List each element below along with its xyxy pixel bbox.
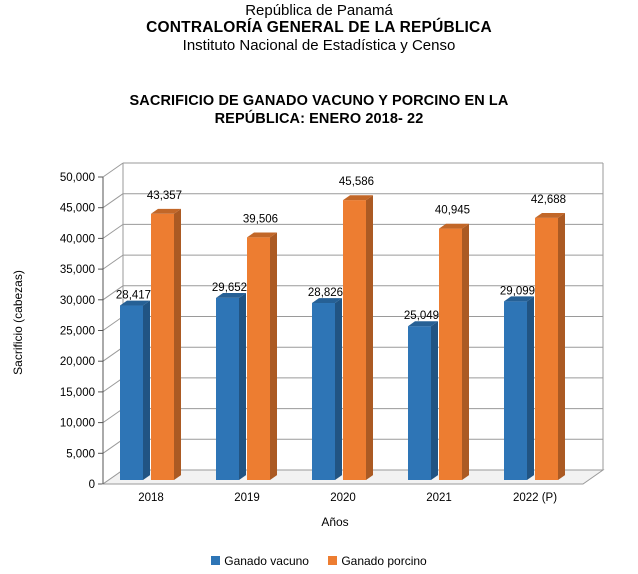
data-label-vacuno: 29,099	[500, 285, 535, 297]
legend-item-vacuno: Ganado vacuno	[211, 553, 309, 568]
bar-top	[343, 195, 373, 201]
bar-top	[439, 223, 469, 229]
bar-front	[247, 237, 270, 480]
bar-side	[143, 300, 150, 480]
bar-top	[120, 300, 150, 306]
data-label-porcino: 43,357	[147, 190, 182, 202]
bar-front	[439, 228, 462, 480]
y-tick-label: 25,000	[60, 326, 95, 338]
y-tick-label: 10,000	[60, 418, 95, 430]
bar-top	[151, 208, 181, 214]
gridline-side	[102, 408, 124, 424]
data-label-vacuno: 25,049	[404, 310, 439, 322]
y-tick-label: 40,000	[60, 233, 95, 245]
bar-front	[408, 326, 431, 480]
y-tick-label: 50,000	[60, 172, 95, 184]
chart-title-line2: REPÚBLICA: ENERO 2018- 22	[214, 111, 424, 127]
bar-porcino-2018	[151, 208, 181, 481]
bar-side	[366, 195, 373, 480]
gridline-side	[102, 316, 124, 331]
bar-top	[408, 321, 438, 327]
bar-side	[431, 321, 438, 480]
x-tick-label: 2018	[138, 492, 164, 504]
x-axis-title: Años	[321, 515, 348, 529]
bar-vacuno-2022	[504, 296, 534, 480]
gridline-side	[102, 193, 124, 209]
bar-front	[535, 217, 558, 480]
y-tick-label: 20,000	[60, 356, 95, 368]
data-label-porcino: 45,586	[339, 176, 374, 188]
x-tick-label: 2021	[426, 492, 452, 504]
bar-front	[120, 305, 143, 480]
bar-front	[504, 301, 527, 480]
bar-side	[239, 293, 246, 480]
bar-front	[312, 303, 335, 480]
bar-side	[527, 296, 534, 480]
bar-porcino-2021	[439, 223, 469, 480]
bar-vacuno-2018	[120, 300, 150, 480]
bar-vacuno-2019	[216, 293, 246, 480]
bar-top	[216, 293, 246, 298]
gridline-side	[102, 254, 124, 270]
legend-swatch-porcino	[328, 556, 338, 566]
bar-top	[247, 232, 277, 238]
y-tick-label: 0	[89, 479, 95, 491]
bar-side	[462, 223, 469, 480]
bar-porcino-2022	[535, 212, 565, 481]
bar-top	[535, 212, 565, 218]
x-tick-label: 2022 (P)	[513, 492, 557, 504]
data-label-porcino: 40,945	[435, 205, 470, 217]
y-tick-label: 45,000	[60, 203, 95, 215]
bar-side	[270, 232, 277, 480]
y-tick-label: 35,000	[60, 264, 95, 276]
bar-front	[216, 297, 239, 480]
bar-side	[174, 208, 181, 481]
data-label-vacuno: 29,652	[212, 282, 247, 294]
bar-porcino-2019	[247, 232, 277, 480]
header-country: República de Panamá	[245, 2, 393, 19]
chart-title-line1: SACRIFICIO DE GANADO VACUNO Y PORCINO EN…	[129, 93, 509, 109]
legend-swatch-vacuno	[211, 556, 221, 566]
y-tick-label: 15,000	[60, 387, 95, 399]
bar-side	[335, 298, 342, 480]
gridline-side	[102, 285, 124, 301]
bar-porcino-2020	[343, 195, 373, 480]
bar-side	[558, 212, 565, 481]
data-label-vacuno: 28,826	[308, 287, 343, 299]
data-label-porcino: 39,506	[243, 213, 278, 225]
gridline-side	[102, 377, 124, 393]
data-label-porcino: 42,688	[531, 194, 566, 206]
gridline-side	[102, 346, 124, 362]
y-axis-title: Sacrificio (cabezas)	[11, 270, 25, 375]
bar-top	[504, 296, 534, 302]
bar-front	[151, 213, 174, 480]
data-label-vacuno: 28,417	[116, 290, 151, 302]
y-tick-label: 5,000	[66, 448, 95, 460]
chart-legend: Ganado vacuno Ganado porcino	[0, 553, 638, 568]
legend-label-porcino: Ganado porcino	[341, 553, 427, 568]
x-tick-label: 2019	[234, 492, 260, 504]
bar-top	[312, 298, 342, 304]
y-tick-label: 30,000	[60, 295, 95, 307]
legend-item-porcino: Ganado porcino	[328, 553, 427, 568]
bar-vacuno-2020	[312, 298, 342, 480]
gridline-side	[102, 438, 124, 454]
header-institution: CONTRALORÍA GENERAL DE LA REPÚBLICA	[146, 19, 492, 36]
gridline-side	[102, 162, 124, 178]
header-institute: Instituto Nacional de Estadística y Cens…	[182, 37, 456, 54]
bar-vacuno-2021	[408, 321, 438, 480]
gridline-side	[102, 223, 124, 239]
x-tick-label: 2020	[330, 492, 356, 504]
legend-label-vacuno: Ganado vacuno	[224, 553, 309, 568]
bar-front	[343, 200, 366, 480]
